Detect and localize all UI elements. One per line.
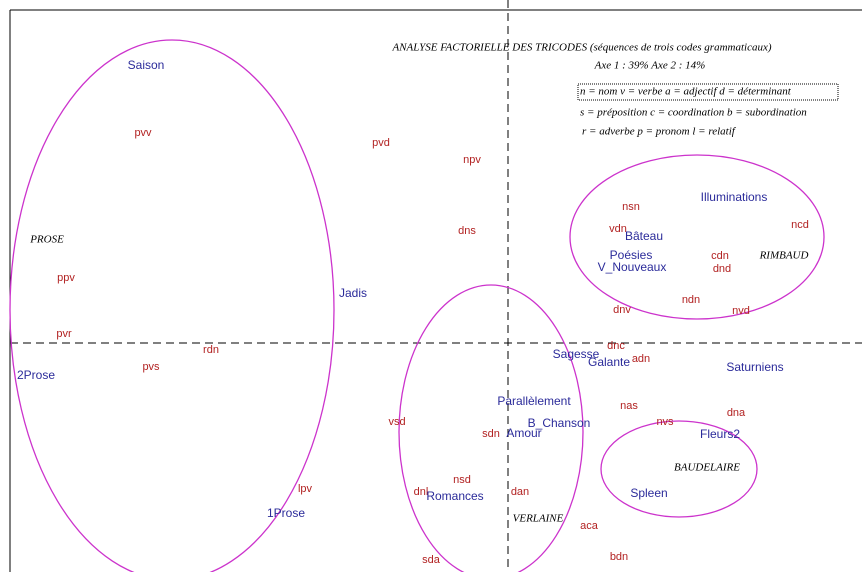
work-label: Galante [588, 355, 630, 369]
code-label: ncd [791, 219, 809, 231]
code-label: ndn [682, 294, 700, 306]
work-label: Spleen [630, 486, 667, 500]
code-label: pvv [134, 127, 152, 139]
code-label: dnv [613, 304, 631, 316]
code-label: adn [632, 353, 650, 365]
code-label: ppv [57, 272, 75, 284]
prose-ellipse [9, 39, 335, 572]
work-label: Fleurs2 [700, 427, 740, 441]
work-label: Poésies [610, 248, 653, 262]
work-label: V_Nouveaux [598, 260, 667, 274]
work-label: Bâteau [625, 229, 663, 243]
work-label: Parallèlement [497, 394, 571, 408]
group-label: BAUDELAIRE [674, 462, 740, 474]
verlaine-ellipse [398, 284, 584, 572]
group-label: PROSE [29, 234, 64, 246]
code-label: vdn [609, 223, 627, 235]
code-label: dan [511, 486, 529, 498]
work-label: Jadis [339, 286, 367, 300]
work-label: Amour [506, 426, 541, 440]
code-label: nsd [453, 474, 471, 486]
code-label: dnd [713, 263, 731, 275]
work-label: 1Prose [267, 506, 305, 520]
code-label: lpv [298, 483, 313, 495]
code-label: dnl [414, 486, 429, 498]
legend-line: s = préposition c = coordination b = sub… [580, 107, 807, 119]
code-label: nvd [732, 305, 750, 317]
code-label: npv [463, 154, 481, 166]
title: ANALYSE FACTORIELLE DES TRICODES (séquen… [391, 42, 771, 54]
code-label: dnc [607, 340, 625, 352]
code-label: bdn [610, 551, 628, 563]
work-label: Illuminations [701, 190, 768, 204]
work-label: B_Chanson [528, 416, 591, 430]
code-label: vsd [388, 416, 405, 428]
code-label: cdn [711, 250, 729, 262]
work-label: Saturniens [726, 360, 783, 374]
work-label: Sagesse [553, 347, 600, 361]
code-label: nvs [656, 416, 674, 428]
code-label: nas [620, 400, 638, 412]
code-label: pvd [372, 137, 390, 149]
code-label: nsn [622, 201, 640, 213]
code-label: sda [422, 554, 441, 566]
group-label: VERLAINE [513, 513, 564, 525]
work-label: Saison [128, 58, 165, 72]
code-label: pvr [56, 328, 72, 340]
baudelaire-ellipse [600, 420, 758, 518]
rimbaud-ellipse [569, 154, 825, 320]
code-label: sdn [482, 428, 500, 440]
code-label: rdn [203, 344, 219, 356]
code-label: dns [458, 225, 476, 237]
code-label: dna [727, 407, 746, 419]
legend-line: n = nom v = verbe a = adjectif d = déter… [580, 86, 792, 98]
work-label: 2Prose [17, 368, 55, 382]
legend-line: r = adverbe p = pronom l = relatif [582, 126, 737, 138]
code-label: pvs [142, 361, 160, 373]
code-label: aca [580, 520, 599, 532]
group-label: RIMBAUD [759, 250, 809, 262]
work-label: Romances [426, 489, 483, 503]
axes-note: Axe 1 : 39% Axe 2 : 14% [594, 60, 706, 72]
legend-box [577, 83, 839, 101]
